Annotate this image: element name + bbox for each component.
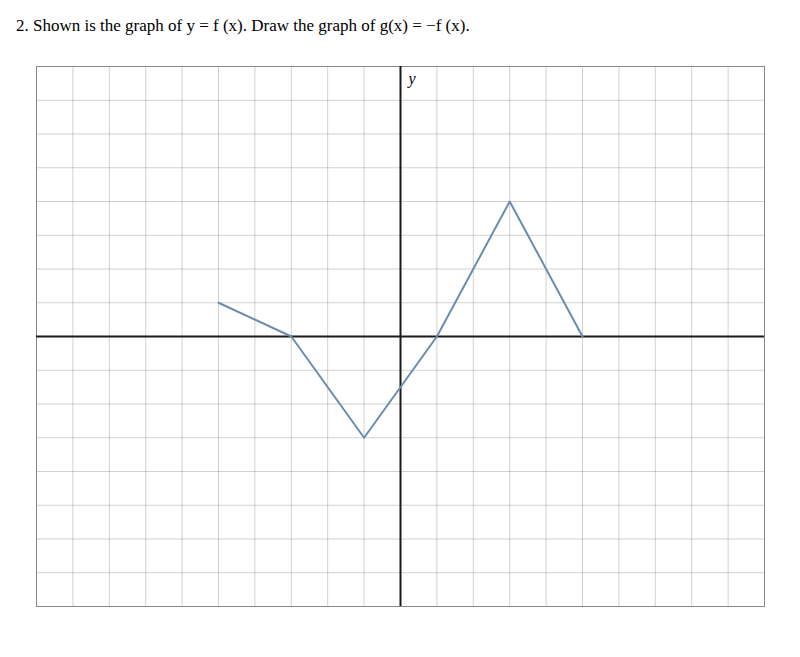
html-text:2. Shown is the graph of y = f: 2. Shown is the graph of y = f (x). Draw…	[16, 16, 470, 35]
svg-text:y: y	[407, 70, 417, 88]
